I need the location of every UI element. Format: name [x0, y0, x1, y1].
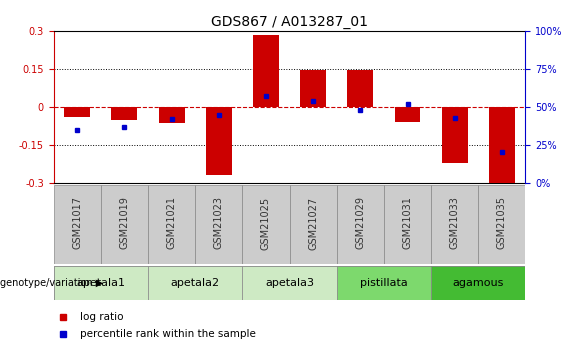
Text: GSM21017: GSM21017 [72, 197, 82, 249]
Bar [111, 107, 137, 120]
Bar [54, 266, 148, 300]
Text: pistillata: pistillata [360, 278, 408, 288]
Bar [337, 266, 431, 300]
Text: GSM21029: GSM21029 [355, 197, 366, 249]
Text: GSM21027: GSM21027 [308, 197, 318, 249]
Bar [347, 70, 373, 107]
Bar [478, 185, 525, 264]
Bar [206, 107, 232, 175]
Text: GSM21025: GSM21025 [261, 197, 271, 249]
Bar [54, 185, 101, 264]
Bar [148, 266, 242, 300]
Text: GSM21031: GSM21031 [402, 197, 412, 249]
Bar [195, 185, 242, 264]
Text: apetala1: apetala1 [76, 278, 125, 288]
Bar [101, 185, 148, 264]
Title: GDS867 / A013287_01: GDS867 / A013287_01 [211, 14, 368, 29]
Bar [431, 266, 525, 300]
Bar [253, 35, 279, 107]
Bar [394, 107, 420, 122]
Text: agamous: agamous [453, 278, 504, 288]
Text: GSM21035: GSM21035 [497, 197, 507, 249]
Text: percentile rank within the sample: percentile rank within the sample [80, 329, 255, 339]
Text: GSM21023: GSM21023 [214, 197, 224, 249]
Text: GSM21019: GSM21019 [119, 197, 129, 249]
Bar [64, 107, 90, 117]
Text: genotype/variation ▶: genotype/variation ▶ [0, 278, 103, 288]
Bar [289, 185, 337, 264]
Text: GSM21033: GSM21033 [450, 197, 460, 249]
Bar [384, 185, 431, 264]
Text: apetala2: apetala2 [171, 278, 220, 288]
Bar [442, 107, 468, 162]
Text: log ratio: log ratio [80, 312, 123, 322]
Bar [242, 266, 337, 300]
Bar [242, 185, 289, 264]
Bar [337, 185, 384, 264]
Text: GSM21021: GSM21021 [167, 197, 177, 249]
Bar [431, 185, 478, 264]
Text: apetala3: apetala3 [265, 278, 314, 288]
Bar [300, 70, 326, 107]
Bar [148, 185, 195, 264]
Bar [159, 107, 185, 124]
Bar [489, 107, 515, 185]
